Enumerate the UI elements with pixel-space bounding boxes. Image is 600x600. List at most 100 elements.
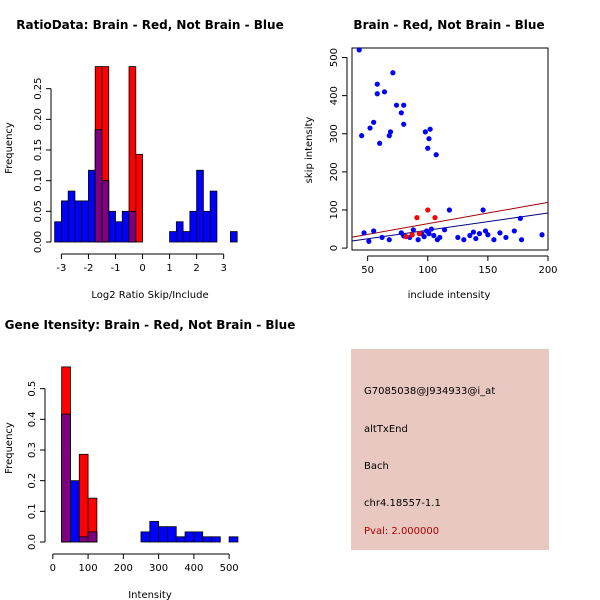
event-type: altTxEnd — [364, 424, 408, 435]
ratio-bar-not-brain — [115, 221, 123, 243]
scatter-plot-y-label: skip intensity — [304, 117, 315, 184]
scatter-point-not-brain — [428, 226, 434, 232]
scatter-point-not-brain — [410, 227, 416, 233]
ratio-bar-overlap — [94, 129, 103, 243]
scatter-point-brain — [403, 234, 409, 240]
scatter-point-not-brain — [461, 237, 467, 243]
scatter-point-not-brain — [390, 70, 396, 76]
gene-bar-brain — [78, 453, 89, 543]
probe-id: G7085038@J934933@i_at — [364, 386, 496, 397]
scatter-point-not-brain — [497, 230, 503, 236]
scatter-point-not-brain — [367, 125, 373, 131]
scatter-point-not-brain — [476, 231, 483, 237]
ratio-x-tick-label: 1 — [166, 263, 172, 274]
scatter-x-tick-label: 150 — [478, 265, 497, 276]
scatter-point-not-brain — [356, 47, 362, 53]
scatter-plot-panel: Brain - Red, Not Brain - Blue include in… — [304, 18, 558, 301]
scatter-point-not-brain — [371, 228, 377, 234]
scatter-y-tick-label: 0 — [329, 245, 340, 251]
scatter-y-tick-label: 200 — [329, 162, 340, 181]
scatter-point-brain — [414, 215, 420, 221]
scatter-point-not-brain — [366, 238, 372, 244]
ratio-bars — [54, 66, 238, 243]
gene-x-tick-label: 400 — [184, 563, 203, 574]
scatter-point-not-brain — [491, 237, 497, 243]
ratio-y-tick-label: 0.15 — [33, 139, 44, 161]
gene-bars — [61, 366, 239, 543]
scatter-point-not-brain — [361, 230, 367, 236]
scatter-point-not-brain — [401, 102, 407, 108]
brain-fit-line — [352, 201, 548, 238]
scatter-point-not-brain — [503, 234, 509, 241]
scatter-point-not-brain — [425, 145, 431, 151]
gene-name: Bach — [364, 461, 389, 472]
scatter-point-not-brain — [401, 121, 407, 127]
ratio-bar-not-brain — [81, 200, 89, 243]
scatter-plot-x-label: include intensity — [408, 290, 491, 301]
ratio-bar-not-brain — [61, 200, 69, 243]
gene-x-tick-label: 500 — [220, 563, 239, 574]
not-brain-fit-line — [352, 212, 548, 242]
ratio-y-tick-label: 0.25 — [33, 78, 44, 100]
scatter-point-not-brain — [426, 231, 432, 237]
scatter-point-not-brain — [482, 228, 489, 234]
scatter-point-not-brain — [422, 129, 428, 135]
gene-x-tick-label: 0 — [50, 563, 56, 574]
scatter-point-not-brain — [511, 228, 517, 234]
gene-y-tick-label: 0.3 — [27, 442, 38, 458]
scatter-point-not-brain — [470, 229, 477, 235]
scatter-point-not-brain — [467, 232, 473, 239]
gene-bar-not-brain — [140, 531, 151, 543]
scatter-point-not-brain — [518, 237, 525, 243]
gene-x-tick-label: 100 — [79, 563, 98, 574]
scatter-point-not-brain — [359, 133, 365, 139]
gene-y-tick-label: 0.2 — [27, 473, 38, 489]
gene-y-tick-label: 0.5 — [27, 381, 38, 397]
gene-bar-not-brain — [158, 526, 168, 543]
scatter-point-not-brain — [374, 81, 380, 87]
scatter-x-tick-label: 100 — [418, 265, 437, 276]
gene-intensity-histogram-title: Gene Itensity: Brain - Red, Not Brain - … — [5, 318, 296, 332]
scatter-point-not-brain — [415, 237, 421, 243]
gene-bar-not-brain — [202, 536, 212, 543]
scatter-point-not-brain — [517, 215, 523, 221]
gene-bar-overlap — [61, 413, 71, 543]
gene-y-tick-label: 0.0 — [27, 534, 38, 550]
scatter-point-brain — [416, 231, 422, 237]
ratio-bar-not-brain — [74, 200, 83, 243]
ratio-bar-not-brain — [182, 231, 191, 243]
gene-intensity-histogram-y-label: Frequency — [4, 422, 15, 474]
scatter-plot-frame — [351, 47, 549, 251]
scatter-point-brain — [425, 207, 431, 213]
ratio-bar-not-brain — [196, 169, 204, 243]
ratio-bar-not-brain — [108, 210, 116, 243]
p-value: Pval: 2.000000 — [364, 526, 440, 537]
scatter-point-not-brain — [377, 140, 383, 146]
gene-bar-not-brain — [228, 536, 239, 543]
ratio-bar-not-brain — [54, 221, 62, 243]
scatter-point-not-brain — [387, 129, 394, 135]
gene-x-tick-label: 200 — [114, 563, 133, 574]
ratio-histogram-panel: RatioData: Brain - Red, Not Brain - Blue… — [4, 18, 284, 301]
ratio-x-tick-label: 0 — [139, 263, 145, 274]
ratio-bar-overlap — [128, 210, 137, 243]
scatter-point-brain — [409, 232, 415, 238]
scatter-point-not-brain — [393, 102, 400, 108]
ratio-histogram-x-label: Log2 Ratio Skip/Include — [91, 290, 208, 301]
genomic-location: chr4.18557-1.1 — [364, 498, 441, 509]
ratio-x-tick-label: -2 — [83, 263, 93, 274]
scatter-point-not-brain — [381, 89, 388, 95]
scatter-point-not-brain — [386, 237, 392, 243]
gene-intensity-histogram-panel: Gene Itensity: Brain - Red, Not Brain - … — [4, 318, 295, 600]
ratio-y-tick-label: 0.05 — [33, 200, 44, 222]
ratio-histogram-y-label: Frequency — [4, 122, 15, 174]
info-panel: G7085038@J934933@i_at altTxEnd Bach chr4… — [351, 349, 549, 550]
ratio-bar-overlap — [101, 180, 110, 243]
ratio-bar-not-brain — [209, 190, 218, 243]
scatter-point-brain — [432, 215, 438, 221]
ratio-bar-not-brain — [202, 210, 211, 243]
scatter-y-tick-label: 400 — [329, 86, 340, 105]
scatter-point-not-brain — [421, 234, 427, 240]
gene-bar-not-brain — [175, 536, 186, 543]
